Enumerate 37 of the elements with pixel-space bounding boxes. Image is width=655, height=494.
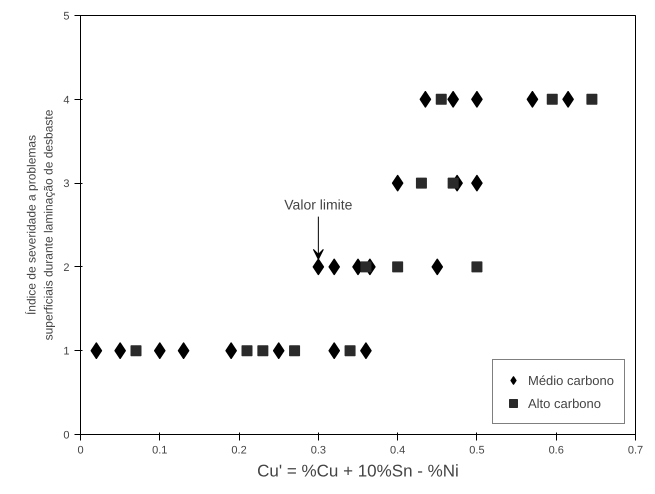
x-tick-label: 0.6 — [548, 444, 564, 456]
x-tick-label: 0 — [77, 444, 84, 456]
point — [328, 342, 340, 360]
point — [328, 258, 340, 276]
point — [586, 94, 598, 105]
annotation: Valor limite — [284, 196, 353, 212]
y-tick-label: 0 — [63, 430, 70, 442]
x-axis-title: Cu' = %Cu + 10%Sn - %Ni — [257, 462, 459, 480]
point — [344, 345, 356, 356]
point — [546, 94, 558, 105]
y-tick-label: 2 — [63, 262, 70, 274]
point — [436, 94, 447, 105]
point — [416, 178, 427, 189]
point — [130, 345, 142, 356]
point — [289, 345, 300, 356]
point — [471, 261, 482, 272]
x-tick-label: 0.5 — [469, 444, 485, 456]
y-axis-title: Índice de severidade a problemas superficiais durante laminação de desbaste — [24, 109, 56, 340]
point — [242, 345, 252, 356]
y-tick-label: 4 — [63, 94, 70, 106]
point — [154, 342, 166, 360]
y-tick-label: 1 — [63, 346, 70, 358]
point — [392, 261, 404, 272]
legend-label: Médio carbono — [528, 372, 614, 388]
point — [272, 342, 285, 360]
y-tick-label: 5 — [63, 10, 70, 22]
x-tick-label: 0.1 — [152, 444, 168, 456]
point — [431, 258, 444, 276]
x-tick-label: 0.4 — [390, 444, 406, 456]
point — [448, 178, 459, 189]
x-tick-label: 0.3 — [310, 444, 326, 456]
x-tick-label: 0.7 — [628, 444, 644, 456]
point — [257, 345, 268, 356]
point — [360, 261, 372, 272]
y-tick-label: 3 — [63, 178, 70, 190]
legend-label: Alto carbono — [528, 396, 601, 410]
x-tick-label: 0.2 — [231, 444, 247, 456]
